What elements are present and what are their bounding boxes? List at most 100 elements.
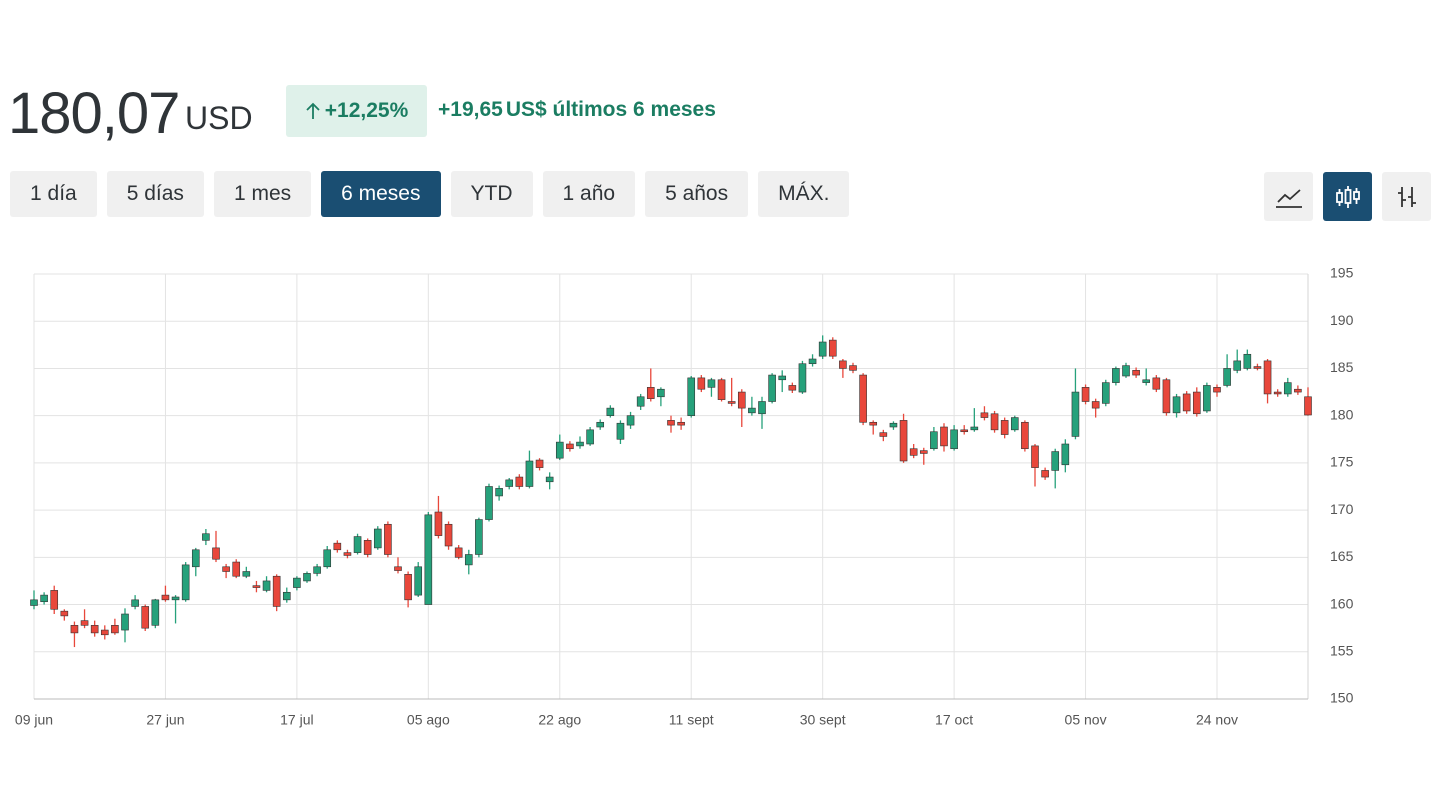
candle-body	[333, 542, 342, 551]
range-button[interactable]: 5 días	[106, 171, 204, 217]
x-tick-label: 30 sept	[800, 712, 846, 728]
change-value: +19,65	[438, 98, 503, 121]
x-tick-label: 27 jun	[146, 712, 184, 728]
x-tick-label: 24 nov	[1196, 712, 1238, 728]
candle-body	[515, 476, 524, 487]
candle-body	[50, 590, 59, 610]
range-button[interactable]: 1 año	[542, 171, 636, 217]
y-tick-label: 190	[1330, 312, 1354, 328]
currency: USD	[185, 100, 253, 136]
candle-body	[151, 599, 160, 626]
change-text: US$ últimos 6 meses	[505, 98, 716, 121]
candle-body	[121, 613, 129, 631]
candle-body	[1101, 382, 1110, 404]
axis-labels: 150 155 160 165 170 175 180 185 190 195 09 jun 27 j…	[15, 265, 1354, 728]
candle-body	[697, 377, 706, 390]
y-tick-label: 155	[1330, 642, 1354, 658]
candle-body	[818, 341, 827, 357]
candle-body	[1071, 391, 1080, 437]
candle-body	[495, 488, 503, 497]
candle-body	[535, 459, 544, 468]
range-button[interactable]: MÁX.	[758, 171, 850, 217]
candle-body	[980, 412, 989, 418]
candle-body	[636, 396, 645, 407]
range-selector: 1 día 5 días 1 mes 6 meses YTD 1 año 5 años MÁX…	[10, 171, 850, 217]
candle-body	[1132, 370, 1140, 376]
candle-body	[191, 549, 200, 568]
range-button[interactable]: 5 años	[645, 171, 749, 217]
y-tick-label: 165	[1330, 548, 1354, 564]
candle-body	[343, 552, 352, 556]
candle-body	[252, 585, 261, 588]
ohlc-chart-button[interactable]	[1382, 172, 1431, 221]
candle-body	[485, 486, 493, 520]
candle-body	[90, 625, 99, 634]
candle-body	[212, 547, 220, 560]
candle-body	[970, 426, 979, 431]
candle-body	[1021, 421, 1029, 450]
candle-body	[869, 421, 878, 426]
candle-body	[1273, 391, 1282, 395]
change-absolute: +19,65 US$ últimos 6 meses	[438, 98, 716, 122]
candle-body	[1162, 379, 1171, 414]
candle-body	[313, 566, 321, 574]
candle-body	[161, 594, 170, 601]
candle-body	[454, 547, 463, 558]
candle-body	[828, 339, 837, 357]
candle-body	[596, 421, 605, 428]
line-chart-button[interactable]	[1264, 172, 1313, 221]
candle-body	[626, 415, 635, 426]
candle-body	[687, 377, 696, 416]
range-button[interactable]: YTD	[450, 171, 533, 217]
candle-body	[1142, 379, 1151, 383]
candle-body	[1112, 368, 1120, 383]
x-tick-label: 17 oct	[935, 712, 973, 728]
y-tick-label: 160	[1330, 595, 1354, 611]
grid	[33, 273, 1308, 700]
range-button[interactable]: 1 día	[10, 171, 97, 217]
candle-body	[1243, 353, 1252, 369]
candle-body	[1223, 368, 1231, 386]
candle-body	[363, 540, 372, 555]
range-button[interactable]: 1 mes	[213, 171, 312, 217]
candle-body	[1061, 443, 1070, 466]
up-arrow-icon	[306, 102, 320, 119]
candle-body	[1203, 385, 1211, 412]
candle-body	[434, 511, 443, 536]
candle-body	[303, 573, 311, 582]
candle-body	[960, 429, 969, 433]
candlestick-chart-button[interactable]	[1323, 172, 1372, 221]
candle-body	[1152, 377, 1161, 390]
candle-body	[849, 365, 857, 371]
candle-body	[646, 387, 655, 399]
candle-body	[727, 401, 736, 404]
candle-body	[394, 566, 402, 571]
candle-body	[1041, 470, 1049, 478]
candle-body	[930, 431, 938, 450]
candle-body	[808, 358, 817, 365]
candle-body	[80, 620, 89, 626]
candle-body	[1263, 360, 1272, 395]
candle-body	[1294, 388, 1302, 393]
candle-body	[950, 429, 958, 450]
range-button[interactable]: 6 meses	[321, 171, 441, 217]
candles	[30, 335, 1312, 648]
candle-body	[272, 575, 281, 607]
candle-body	[768, 374, 776, 402]
y-tick-label: 195	[1330, 265, 1354, 281]
price: 180,07	[8, 81, 180, 146]
candle-body	[60, 610, 69, 617]
candle-body	[30, 599, 38, 606]
candle-body	[778, 375, 787, 381]
candle-body	[737, 391, 746, 409]
candle-body	[323, 549, 332, 568]
candle-body	[586, 429, 594, 445]
candle-body	[667, 420, 675, 426]
candle-body	[464, 554, 473, 566]
candle-body	[171, 596, 180, 601]
candle-body	[1283, 382, 1292, 395]
candle-body	[373, 528, 382, 549]
y-tick-label: 185	[1330, 359, 1354, 375]
